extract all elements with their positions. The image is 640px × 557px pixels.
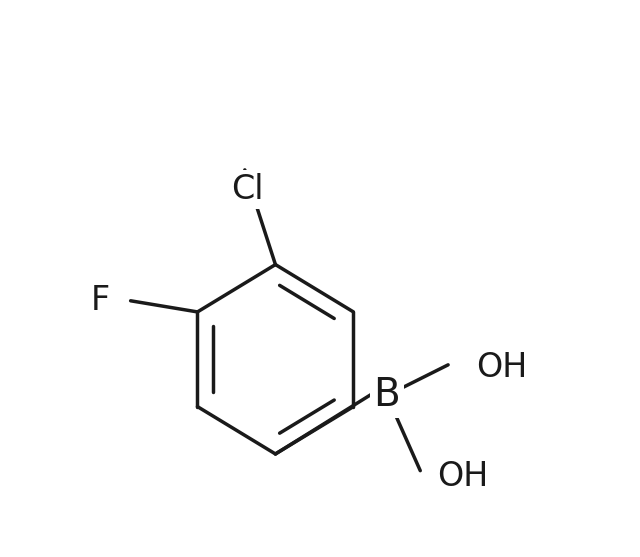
Text: F: F	[90, 284, 109, 317]
Text: OH: OH	[476, 351, 527, 384]
Text: OH: OH	[437, 460, 488, 493]
Text: Cl: Cl	[231, 173, 264, 206]
Text: B: B	[374, 377, 400, 414]
